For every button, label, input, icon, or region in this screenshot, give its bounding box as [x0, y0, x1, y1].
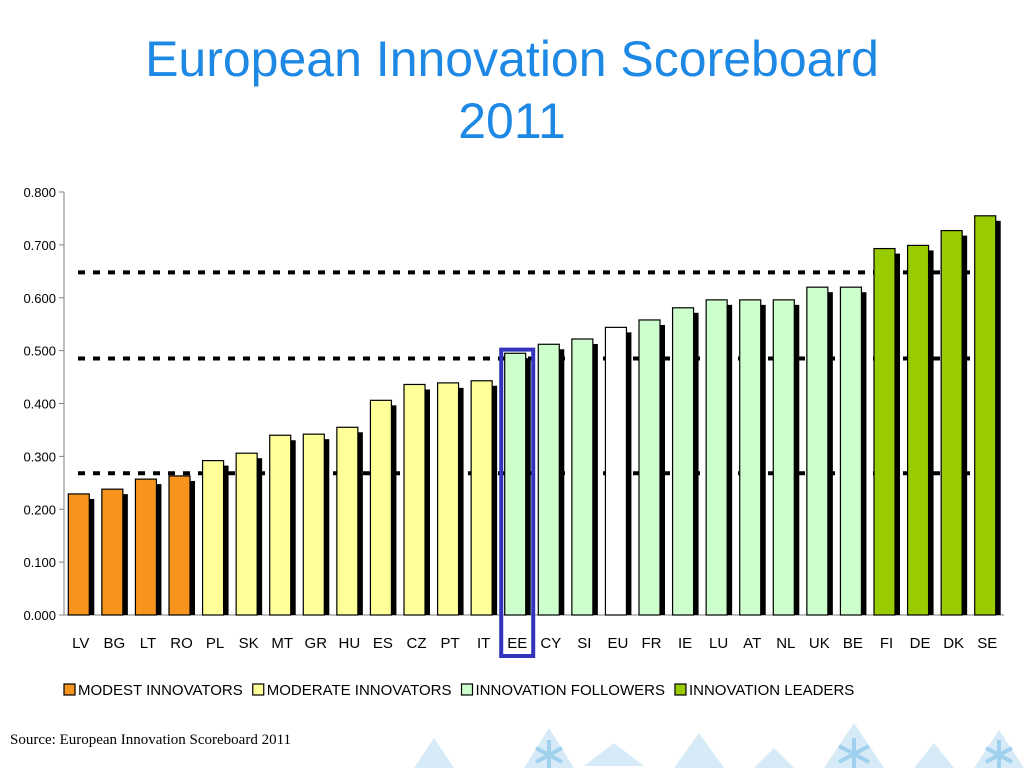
x-tick-label: HU — [339, 635, 361, 652]
y-tick-label: 0.000 — [23, 608, 56, 623]
bar-lu — [705, 299, 728, 616]
x-tick-label: IT — [477, 635, 490, 652]
legend-label-moderate: MODERATE INNOVATORS — [267, 682, 452, 699]
legend-swatch-modest — [63, 683, 76, 696]
legend-swatch-followers — [460, 683, 474, 696]
x-tick-label: CY — [540, 635, 561, 652]
bar-lt — [134, 478, 158, 616]
bar-es — [369, 399, 393, 616]
y-tick-label: 0.400 — [23, 397, 56, 412]
y-tick-label: 0.800 — [23, 185, 56, 200]
x-tick-label: PL — [206, 635, 224, 652]
x-tick-label: PT — [440, 635, 459, 652]
x-tick-label: SK — [239, 635, 259, 652]
bar-ee — [504, 352, 527, 616]
highlight-box-ee — [499, 347, 536, 658]
bar-dk — [940, 229, 963, 616]
x-tick-label: FI — [880, 635, 893, 652]
bar-pt — [436, 382, 460, 616]
source-note: Source: European Innovation Scoreboard 2… — [10, 732, 292, 748]
x-tick-label: CZ — [407, 635, 427, 652]
x-tick-label: AT — [743, 635, 761, 652]
bar-uk — [806, 286, 829, 616]
y-tick-label: 0.200 — [23, 502, 56, 517]
x-tick-label: IE — [678, 635, 692, 652]
x-tick-label: LU — [709, 635, 728, 652]
x-tick-label: UK — [809, 635, 830, 652]
bar-be — [839, 286, 863, 616]
legend-label-followers: INNOVATION FOLLOWERS — [476, 682, 665, 699]
slide-title-line2: 2011 — [458, 93, 566, 149]
x-tick-label: GR — [305, 635, 328, 652]
x-tick-label: DK — [943, 635, 964, 652]
x-tick-label: BE — [843, 635, 863, 652]
bar-mt — [269, 434, 292, 616]
bar-ie — [671, 307, 695, 616]
y-tick-label: 0.300 — [23, 449, 56, 464]
x-tick-label: ES — [373, 635, 393, 652]
bar-se — [974, 215, 997, 616]
bar-fr — [638, 319, 661, 616]
x-tick-label: LT — [140, 635, 156, 652]
bar-cy — [537, 343, 560, 616]
legend-label-leaders: INNOVATION LEADERS — [689, 682, 854, 699]
bar-fi — [873, 247, 896, 616]
bar-de — [906, 244, 930, 616]
bar-bg — [101, 488, 124, 616]
x-tick-label: BG — [104, 635, 126, 652]
y-tick-label: 0.100 — [23, 555, 56, 570]
bar-lv — [67, 493, 90, 616]
x-tick-label: EE — [507, 635, 527, 652]
bar-eu — [604, 326, 628, 616]
bar-sk — [235, 452, 258, 616]
bar-it — [470, 380, 493, 616]
y-tick-label: 0.600 — [23, 291, 56, 306]
legend-swatch-leaders — [674, 683, 687, 696]
x-tick-label: MT — [271, 635, 293, 652]
x-tick-label: NL — [776, 635, 795, 652]
x-tick-label: EU — [608, 635, 629, 652]
x-tick-label: FR — [642, 635, 662, 652]
x-tick-label: RO — [170, 635, 193, 652]
x-tick-label: DE — [910, 635, 931, 652]
x-tick-label: SE — [977, 635, 997, 652]
x-tick-label: SI — [577, 635, 591, 652]
snowflake-decoration — [414, 723, 1024, 768]
bar-at — [739, 299, 762, 616]
bar-gr — [302, 433, 325, 616]
bar-si — [571, 338, 594, 616]
y-tick-label: 0.700 — [23, 238, 56, 253]
bar-cz — [403, 383, 426, 616]
bar-hu — [336, 426, 359, 616]
slide-title-line1: European Innovation Scoreboard — [145, 31, 879, 87]
bar-pl — [201, 460, 225, 616]
legend-swatch-moderate — [252, 683, 265, 696]
y-tick-label: 0.500 — [23, 344, 56, 359]
bar-nl — [772, 299, 795, 616]
slide-title: European Innovation Scoreboard 2011 — [0, 28, 1024, 152]
bar-ro — [168, 475, 191, 616]
x-tick-label: LV — [72, 635, 89, 652]
legend-label-modest: MODEST INNOVATORS — [78, 682, 243, 699]
